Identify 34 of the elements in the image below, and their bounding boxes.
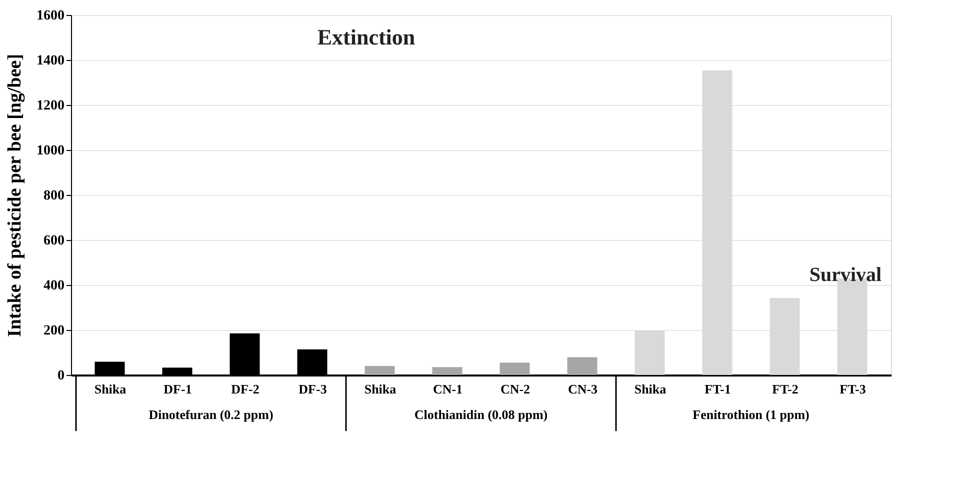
y-tick-label: 600 [44, 234, 64, 248]
text: Fenitrothion (1 ppm) [692, 407, 810, 422]
y-tick-label: 800 [44, 188, 64, 204]
bar [500, 362, 530, 375]
y-tick-label: 1200 [36, 98, 64, 114]
annotation: Extinction [317, 24, 416, 50]
x-tick-label: Shika [94, 382, 127, 396]
y-tick-label: 1000 [36, 144, 64, 158]
bar [364, 366, 395, 375]
bar [702, 70, 732, 375]
bar [770, 298, 800, 375]
text: Dinotefuran (0.2 ppm) [148, 407, 274, 422]
x-tick-label: DF-3 [298, 382, 328, 396]
x-tick-label: CN-2 [500, 382, 530, 396]
y-axis-title: Intake of pesticide per bee [ng/bee] [4, 54, 26, 338]
x-tick-label: FT-2 [772, 382, 798, 396]
y-tick-label: 1400 [36, 54, 64, 68]
x-tick-label: Shika [634, 382, 667, 396]
y-tick-label: 400 [44, 278, 64, 294]
y-tick-label: 0 [58, 368, 64, 384]
bar [432, 367, 462, 375]
annotation: Survival [809, 264, 882, 286]
x-tick-label: FT-1 [704, 382, 731, 396]
x-tick-label: CN-1 [432, 382, 463, 396]
x-tick-label: FT-3 [840, 382, 866, 396]
x-tick-label: DF-1 [164, 382, 192, 396]
x-tick-label: CN-3 [568, 382, 598, 396]
text: Clothianidin (0.08 ppm) [414, 407, 548, 422]
y-tick-label: 200 [44, 324, 64, 338]
bar [567, 357, 598, 375]
bar [634, 330, 665, 375]
y-tick-label: 1600 [36, 8, 64, 24]
x-tick-label: DF-2 [231, 382, 260, 396]
x-tick-label: Shika [364, 382, 397, 396]
